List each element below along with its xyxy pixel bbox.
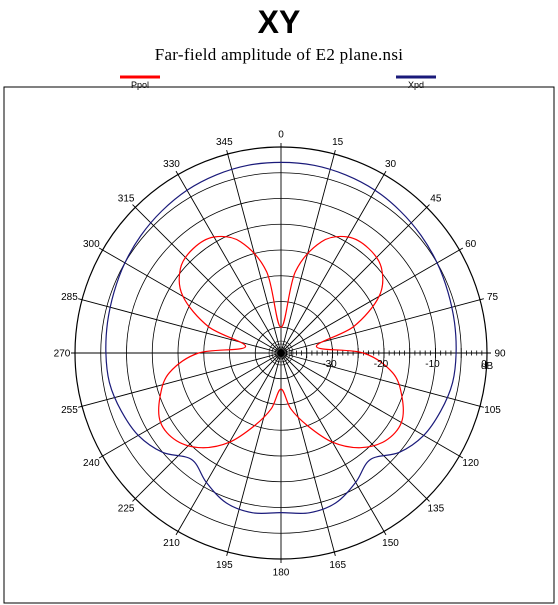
- spoke-line: [280, 298, 484, 354]
- spoke-line: [98, 352, 282, 459]
- spoke-line: [226, 150, 282, 354]
- angle-tick-label: 180: [273, 568, 290, 579]
- radial-unit-label: dB: [481, 361, 494, 372]
- spoke-line: [175, 170, 282, 354]
- angle-tick-label: 0: [278, 130, 284, 141]
- angle-tick-label: 30: [385, 159, 397, 170]
- spoke-line: [280, 170, 387, 354]
- angle-tick-label: 300: [83, 239, 100, 250]
- spoke-line: [280, 247, 464, 354]
- angle-tick-label: 45: [430, 194, 442, 205]
- spoke-line: [280, 352, 387, 536]
- angle-tick-label: 75: [487, 292, 499, 303]
- angle-tick-label: 15: [332, 137, 344, 148]
- spoke-line: [175, 352, 282, 536]
- series-line-xpd: [105, 161, 457, 515]
- legend-label-xpd: Xpd: [408, 80, 424, 90]
- spoke-line: [78, 298, 282, 354]
- spoke-line: [98, 247, 282, 354]
- radial-tick-label: -30: [322, 359, 337, 370]
- angle-tick-label: 330: [163, 159, 180, 170]
- spoke-line: [78, 352, 282, 408]
- spoke-line: [226, 352, 282, 556]
- angle-tick-label: 270: [54, 349, 71, 360]
- plot-frame: [3, 86, 555, 604]
- angle-tick-label: 105: [484, 405, 501, 416]
- angle-tick-label: 135: [428, 503, 445, 514]
- radial-tick-label: 0: [481, 359, 487, 370]
- angle-tick-label: 210: [163, 538, 180, 549]
- spoke-line: [280, 352, 464, 459]
- angle-tick-label: 120: [462, 458, 479, 469]
- chart-subtitle: Far-field amplitude of E2 plane.nsi: [154, 45, 404, 64]
- angle-tick-label: 285: [61, 292, 78, 303]
- radial-tick-label: -10: [425, 359, 440, 370]
- spoke-line: [132, 204, 282, 354]
- spoke-line: [280, 352, 430, 502]
- angle-tick-label: 165: [329, 560, 346, 571]
- spoke-line: [280, 352, 336, 556]
- angle-tick-label: 195: [216, 560, 233, 571]
- legend-label-ppol: Ppol: [131, 80, 149, 90]
- angle-tick-label: 345: [216, 137, 233, 148]
- angle-tick-label: 60: [465, 239, 477, 250]
- spoke-line: [280, 352, 484, 408]
- series-line-ppol: [158, 235, 404, 449]
- spoke-line: [280, 150, 336, 354]
- angle-tick-label: 150: [382, 538, 399, 549]
- chart-title: XY: [257, 4, 301, 40]
- spoke-line: [280, 204, 430, 354]
- angle-tick-label: 255: [61, 405, 78, 416]
- angle-tick-label: 90: [494, 349, 506, 360]
- radial-tick-label: -20: [374, 359, 389, 370]
- angle-tick-label: 225: [118, 503, 135, 514]
- spoke-line: [132, 352, 282, 502]
- angle-tick-label: 315: [118, 194, 135, 205]
- angle-tick-label: 240: [83, 458, 100, 469]
